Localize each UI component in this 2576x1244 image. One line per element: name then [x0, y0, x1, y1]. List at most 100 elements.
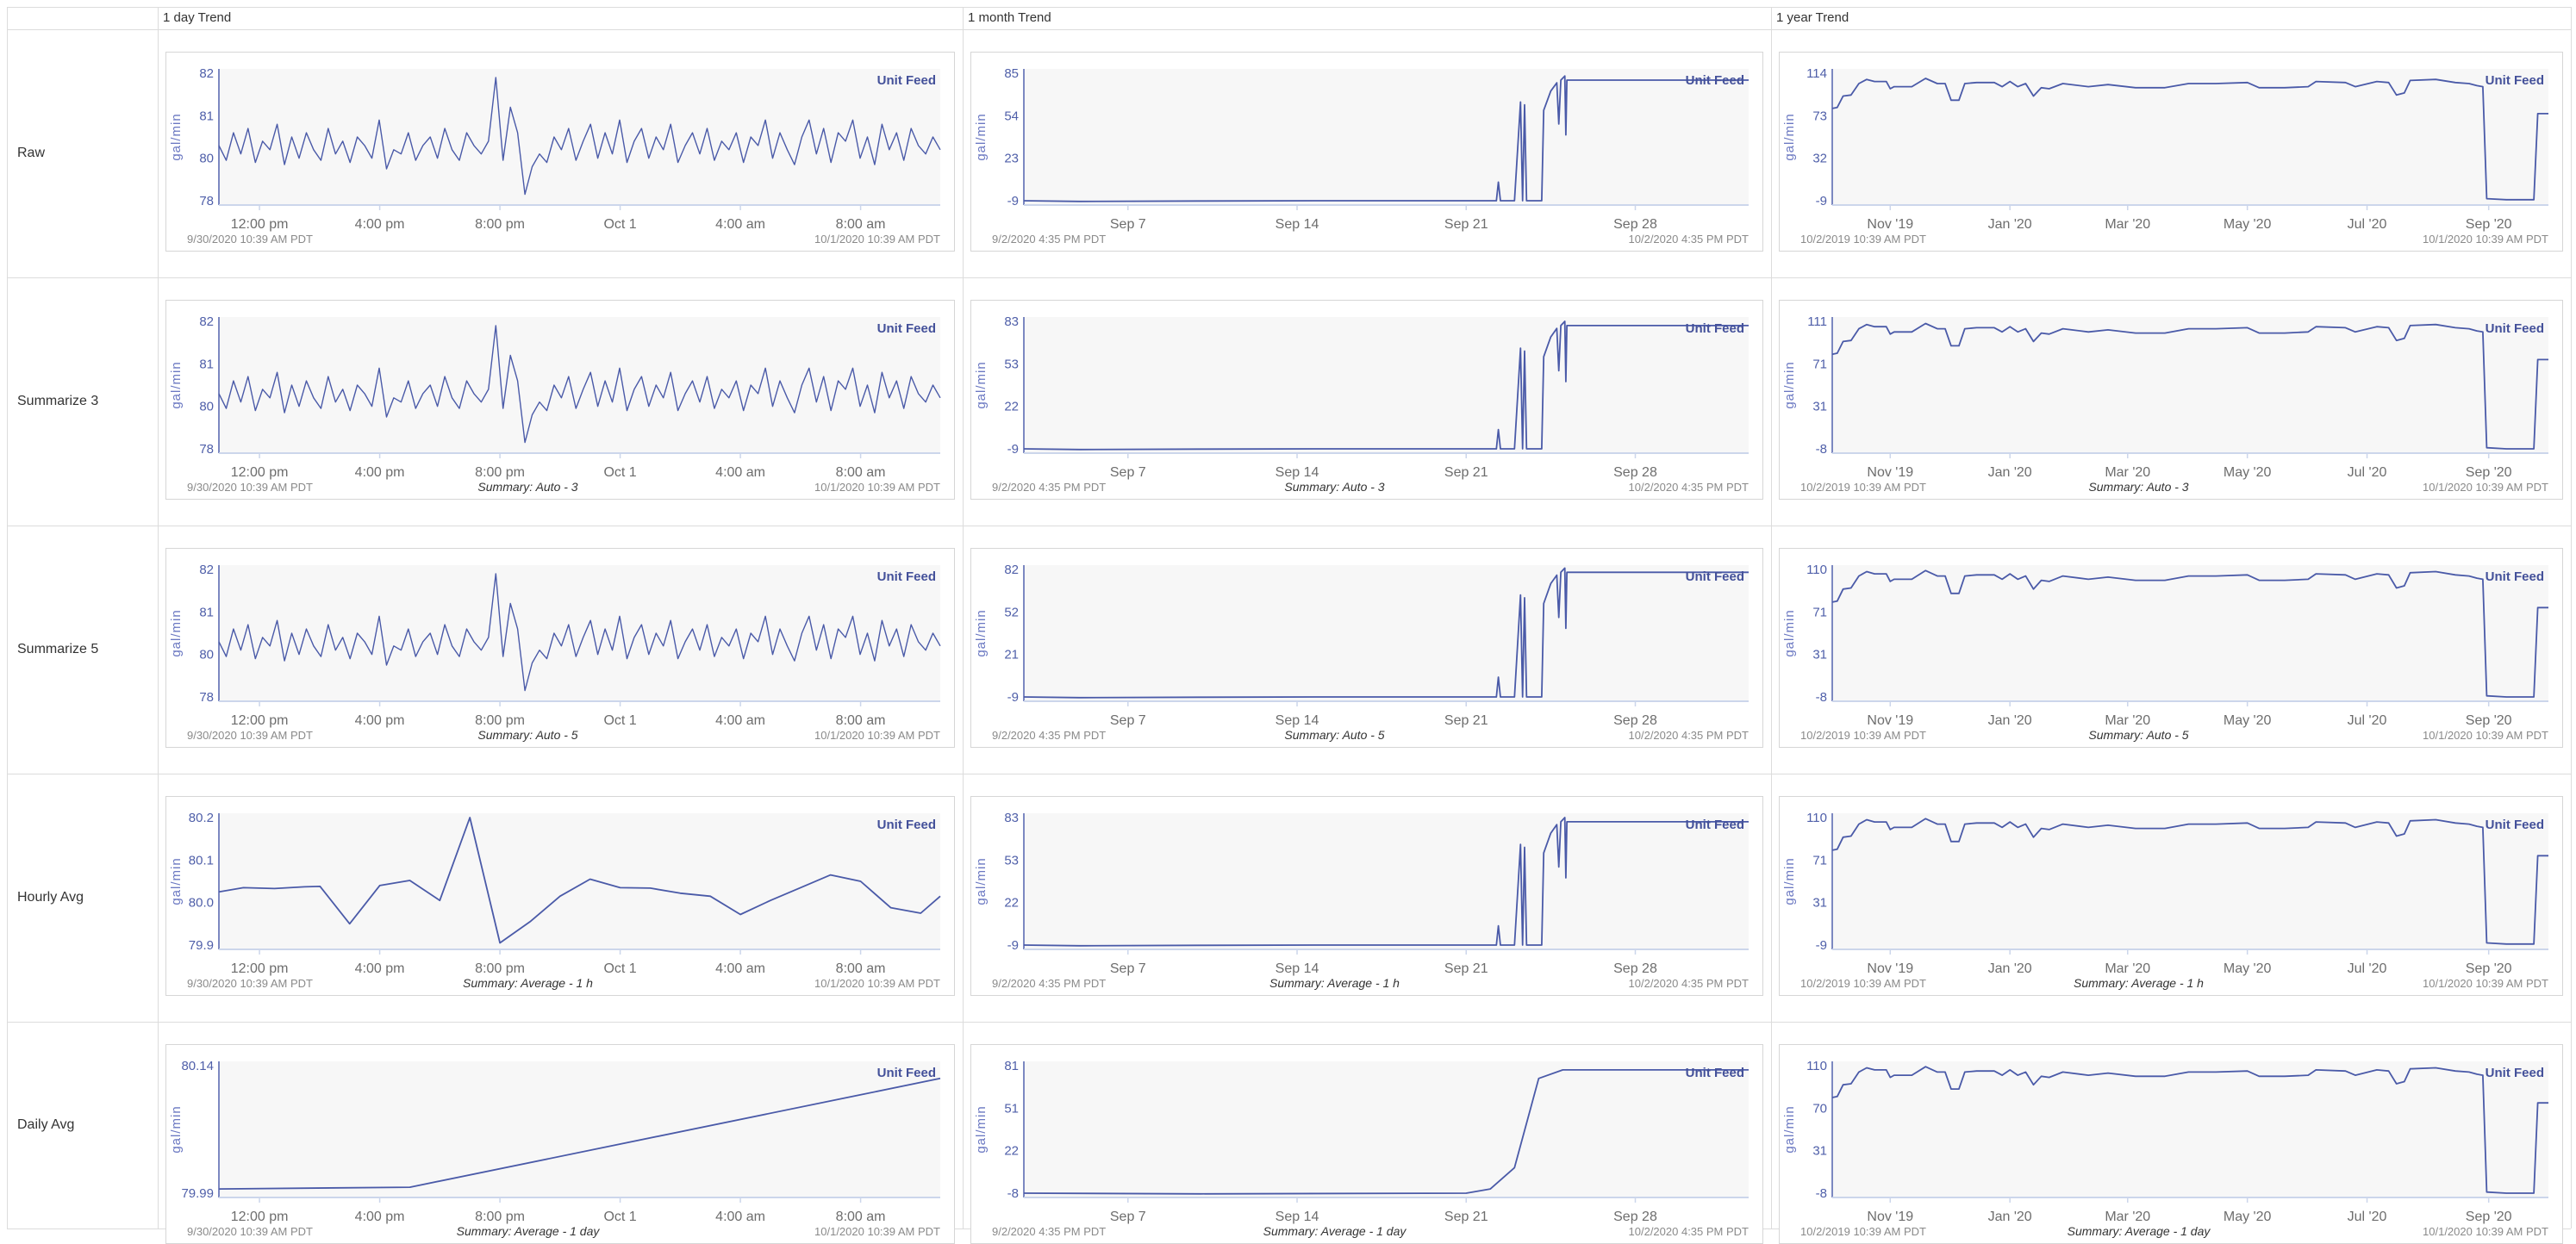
trend-chart[interactable]: 82 81 80 78 12:00 pm 4:00 pm 8:00 pm Oct 1 4:00 …	[166, 549, 954, 747]
x-tick-label: Jan '20	[1988, 465, 2032, 480]
x-tick-label: 12:00 pm	[231, 217, 289, 232]
y-tick-label: 78	[199, 442, 214, 457]
summary-label: Summary: Average - 1 day	[2068, 1224, 2211, 1238]
table-divider	[7, 29, 2571, 30]
x-tick-label: 4:00 am	[715, 1210, 765, 1224]
y-axis-title: gal/min	[169, 609, 184, 656]
x-tick-label: 8:00 am	[836, 713, 886, 728]
trend-chart[interactable]: 82 81 80 78 12:00 pm 4:00 pm 8:00 pm Oct 1 4:00 …	[166, 53, 954, 251]
x-tick-label: Sep 14	[1276, 713, 1319, 728]
y-tick-label: 70	[1812, 1101, 1827, 1116]
series-line-unit-feed	[1831, 322, 2548, 450]
y-tick-label: 31	[1812, 400, 1827, 414]
chart-panel: 82 81 80 78 12:00 pm 4:00 pm 8:00 pm Oct 1 4:00 …	[165, 300, 955, 500]
y-tick-label: 85	[1004, 66, 1019, 81]
series-line-unit-feed	[1023, 75, 1749, 202]
range-start-label: 10/2/2019 10:39 AM PDT	[1800, 729, 1926, 742]
x-tick-label: Oct 1	[603, 217, 636, 232]
table-divider	[7, 277, 2571, 278]
y-tick-label: 110	[1806, 563, 1827, 577]
range-end-label: 10/2/2020 4:35 PM PDT	[1629, 481, 1750, 494]
x-tick-label: 8:00 am	[836, 217, 886, 232]
table-divider	[7, 7, 2571, 8]
trend-chart[interactable]: 83 53 22 -9 Sep 7 Sep 14 Sep 21 Sep 28 gal/min Un…	[971, 301, 1762, 499]
x-tick-label: 4:00 pm	[355, 961, 405, 976]
series-line-unit-feed	[218, 573, 941, 692]
y-tick-label: 82	[199, 66, 214, 81]
y-tick-label: 110	[1806, 1059, 1827, 1073]
y-tick-label: 78	[199, 690, 214, 705]
y-axis-title: gal/min	[1782, 609, 1797, 656]
x-tick-label: Mar '20	[2105, 961, 2150, 976]
y-tick-label: 23	[1004, 152, 1019, 166]
range-start-label: 9/30/2020 10:39 AM PDT	[187, 977, 313, 990]
series-line-unit-feed	[1831, 569, 2548, 698]
y-tick-label: -8	[1816, 690, 1827, 705]
range-start-label: 9/30/2020 10:39 AM PDT	[187, 1225, 313, 1238]
chart-panel: 110 71 31 -8 Nov '19 Jan '20 Mar '20 May '20 Jul…	[1779, 548, 2563, 748]
chart-panel: 110 70 31 -8 Nov '19 Jan '20 Mar '20 May '20 Jul…	[1779, 1044, 2563, 1244]
range-end-label: 10/2/2020 4:35 PM PDT	[1629, 729, 1750, 742]
x-tick-label: Sep 21	[1444, 217, 1488, 232]
series-legend: Unit Feed	[1686, 321, 1744, 336]
plot-area	[1024, 317, 1749, 453]
trend-chart[interactable]: 82 81 80 78 12:00 pm 4:00 pm 8:00 pm Oct 1 4:00 …	[166, 301, 954, 499]
x-tick-label: Mar '20	[2105, 1210, 2150, 1224]
range-start-label: 9/30/2020 10:39 AM PDT	[187, 233, 313, 246]
range-start-label: 9/2/2020 4:35 PM PDT	[992, 233, 1106, 246]
x-tick-label: Jan '20	[1988, 713, 2032, 728]
trend-chart[interactable]: 110 71 31 -9 Nov '19 Jan '20 Mar '20 May '20 Jul…	[1780, 797, 2562, 995]
trend-chart[interactable]: 111 71 31 -8 Nov '19 Jan '20 Mar '20 May '20 Jul…	[1780, 301, 2562, 499]
summary-label: Summary: Auto - 5	[2088, 728, 2188, 742]
y-axis-title: gal/min	[169, 113, 184, 160]
x-tick-label: Sep '20	[2466, 961, 2512, 976]
trend-chart[interactable]: 82 52 21 -9 Sep 7 Sep 14 Sep 21 Sep 28 gal/min Un…	[971, 549, 1762, 747]
trend-chart[interactable]: 80.14 79.99 12:00 pm 4:00 pm 8:00 pm Oct 1 4:0…	[166, 1045, 954, 1243]
range-start-label: 10/2/2019 10:39 AM PDT	[1800, 1225, 1926, 1238]
x-tick-label: Jul '20	[2348, 465, 2387, 480]
y-tick-label: 21	[1004, 648, 1019, 662]
x-tick-label: Oct 1	[603, 961, 636, 976]
chart-panel: 83 53 22 -9 Sep 7 Sep 14 Sep 21 Sep 28 gal/min Un…	[970, 300, 1763, 500]
y-tick-label: 79.9	[189, 938, 214, 953]
plot-area	[1024, 565, 1749, 701]
y-tick-label: 73	[1812, 109, 1827, 123]
series-line-unit-feed	[218, 817, 941, 944]
trend-chart[interactable]: 81 51 22 -8 Sep 7 Sep 14 Sep 21 Sep 28 gal/min Un…	[971, 1045, 1762, 1243]
trend-chart[interactable]: 83 53 22 -9 Sep 7 Sep 14 Sep 21 Sep 28 gal/min Un…	[971, 797, 1762, 995]
range-start-label: 9/2/2020 4:35 PM PDT	[992, 1225, 1106, 1238]
x-tick-label: Oct 1	[603, 465, 636, 480]
trend-chart[interactable]: 110 70 31 -8 Nov '19 Jan '20 Mar '20 May '20 Jul…	[1780, 1045, 2562, 1243]
y-tick-label: 52	[1004, 605, 1019, 619]
trend-chart[interactable]: 110 71 31 -8 Nov '19 Jan '20 Mar '20 May '20 Jul…	[1780, 549, 2562, 747]
y-tick-label: 80	[199, 152, 214, 166]
x-tick-label: 8:00 am	[836, 465, 886, 480]
trend-chart[interactable]: 85 54 23 -9 Sep 7 Sep 14 Sep 21 Sep 28 gal/min Un…	[971, 53, 1762, 251]
plot-area	[1832, 69, 2548, 205]
x-tick-label: Mar '20	[2105, 465, 2150, 480]
x-tick-label: Jan '20	[1988, 1210, 2032, 1224]
trend-chart[interactable]: 80.2 80.1 80.0 79.9 12:00 pm 4:00 pm 8:00 pm Oc…	[166, 797, 954, 995]
plot-area	[1832, 317, 2548, 453]
y-tick-label: 110	[1806, 811, 1827, 825]
summary-label: Summary: Auto - 5	[1284, 728, 1384, 742]
y-axis-title: gal/min	[1782, 361, 1797, 408]
x-tick-label: Sep 28	[1613, 1210, 1657, 1224]
summary-label: Summary: Auto - 3	[2088, 480, 2188, 494]
y-tick-label: 82	[199, 563, 214, 577]
x-tick-label: 4:00 pm	[355, 465, 405, 480]
y-tick-label: -9	[1007, 690, 1019, 705]
trend-chart[interactable]: 114 73 32 -9 Nov '19 Jan '20 Mar '20 May '20 Jul…	[1780, 53, 2562, 251]
series-line-unit-feed	[218, 77, 941, 196]
x-tick-label: Mar '20	[2105, 713, 2150, 728]
summary-label: Summary: Average - 1 day	[1263, 1224, 1407, 1238]
chart-panel: 83 53 22 -9 Sep 7 Sep 14 Sep 21 Sep 28 gal/min Un…	[970, 796, 1763, 996]
y-tick-label: 80.2	[189, 811, 214, 825]
y-tick-label: -8	[1007, 1186, 1019, 1201]
row-label: Summarize 5	[17, 642, 99, 656]
y-axis-title: gal/min	[169, 1105, 184, 1153]
y-tick-label: 31	[1812, 896, 1827, 911]
y-tick-label: 83	[1004, 811, 1019, 825]
x-tick-label: 4:00 pm	[355, 713, 405, 728]
y-tick-label: -8	[1816, 1186, 1827, 1201]
